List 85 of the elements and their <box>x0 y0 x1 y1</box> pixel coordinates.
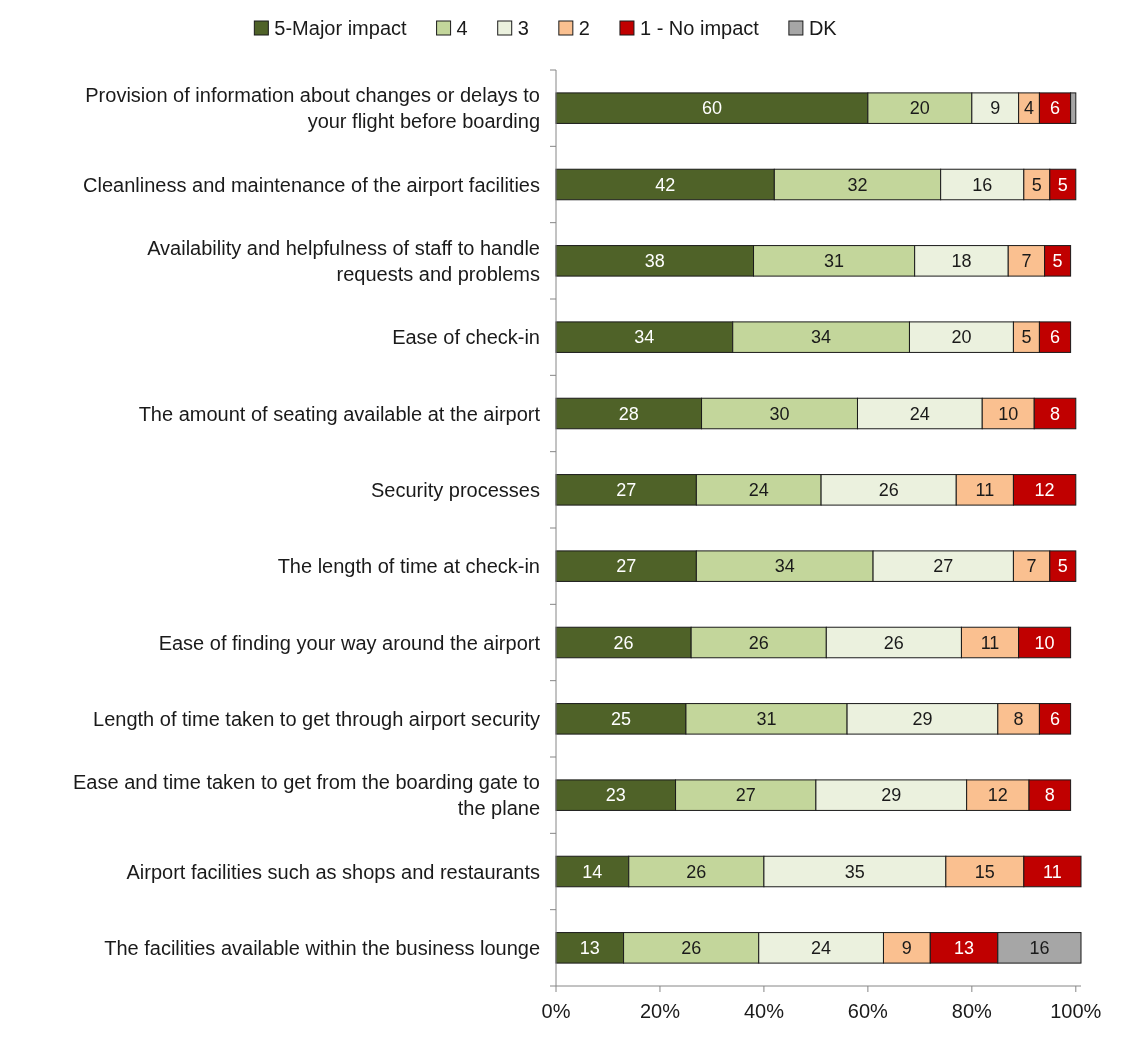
legend-label: DK <box>808 17 838 39</box>
data-label: 24 <box>909 403 930 424</box>
data-label: 27 <box>616 480 637 501</box>
y-tick-label: Security processes <box>371 478 540 501</box>
x-tick-label: 60% <box>847 1000 889 1022</box>
y-tick-label: The facilities available within the business lounge <box>104 936 540 959</box>
data-label: 8 <box>1013 709 1024 730</box>
data-label: 26 <box>613 632 634 653</box>
data-label: 9 <box>990 98 1001 119</box>
data-label: 5 <box>1021 327 1032 348</box>
data-label: 13 <box>579 938 600 959</box>
legend-label: 4 <box>456 17 468 39</box>
y-tick-label: Airport facilities such as shops and restaurants <box>126 860 540 883</box>
y-tick-label: The amount of seating available at the airport <box>138 402 541 425</box>
data-label: 29 <box>881 785 902 806</box>
data-label: 27 <box>933 556 954 577</box>
data-label: 5 <box>1057 556 1068 577</box>
x-tick-label: 40% <box>743 1000 785 1022</box>
data-label: 31 <box>824 251 845 272</box>
data-label: 38 <box>644 251 665 272</box>
data-label: 24 <box>748 480 769 501</box>
data-label: 28 <box>618 403 639 424</box>
data-label: 9 <box>901 938 912 959</box>
data-label: 12 <box>987 785 1008 806</box>
y-tick-label: The length of time at check-in <box>277 555 540 578</box>
x-tick-label: 0% <box>541 1000 571 1022</box>
data-label: 20 <box>909 98 930 119</box>
legend-label: 3 <box>517 17 529 39</box>
data-label: 15 <box>974 861 995 882</box>
data-label: 11 <box>980 632 1000 653</box>
data-label: 29 <box>912 709 933 730</box>
data-label: 16 <box>972 174 993 195</box>
x-tick-label: 80% <box>951 1000 993 1022</box>
data-label: 6 <box>1050 709 1061 730</box>
data-label: 27 <box>616 556 637 577</box>
data-label: 10 <box>998 403 1019 424</box>
data-label: 16 <box>1029 938 1050 959</box>
data-label: 34 <box>634 327 655 348</box>
data-label: 6 <box>1050 98 1061 119</box>
data-label: 7 <box>1026 556 1037 577</box>
y-tick-label: Length of time taken to get through airport security <box>93 707 540 730</box>
data-label: 5 <box>1057 174 1068 195</box>
data-label: 24 <box>811 938 832 959</box>
data-label: 5 <box>1052 251 1063 272</box>
data-label: 6 <box>1050 327 1061 348</box>
data-label: 60 <box>701 98 722 119</box>
data-label: 30 <box>769 403 790 424</box>
y-tick-label: Ease and time taken to get from the boarding gate to the plane <box>73 771 540 820</box>
y-tick-label: Ease of check-in <box>392 326 540 349</box>
y-tick-label: Availability and helpfulness of staff to handle requests and problems <box>147 236 540 285</box>
data-label: 26 <box>681 938 702 959</box>
data-label: 27 <box>735 785 756 806</box>
data-label: 35 <box>844 861 865 882</box>
data-label: 4 <box>1024 98 1035 119</box>
data-label: 13 <box>954 938 975 959</box>
data-label: 31 <box>756 709 777 730</box>
data-label: 8 <box>1050 403 1061 424</box>
legend-label: 1 - No impact <box>639 17 760 39</box>
x-tick-label: 100% <box>1050 1000 1102 1022</box>
data-label: 25 <box>610 709 631 730</box>
data-label: 18 <box>951 251 972 272</box>
data-label: 26 <box>748 632 769 653</box>
legend-label: 2 <box>578 17 590 39</box>
data-label: 8 <box>1044 785 1055 806</box>
data-label: 34 <box>774 556 795 577</box>
data-label: 5 <box>1031 174 1042 195</box>
data-label: 26 <box>883 632 904 653</box>
data-label: 11 <box>975 480 995 501</box>
data-label: 12 <box>1034 480 1055 501</box>
data-label: 14 <box>582 861 603 882</box>
data-label: 10 <box>1034 632 1055 653</box>
data-label: 20 <box>951 327 972 348</box>
data-label: 42 <box>655 174 676 195</box>
data-label: 32 <box>847 174 868 195</box>
data-label: 23 <box>605 785 626 806</box>
y-tick-label: Cleanliness and maintenance of the airport facilities <box>83 173 540 196</box>
data-label: 26 <box>878 480 899 501</box>
data-label: 11 <box>1043 861 1062 882</box>
legend-label: 5-Major impact <box>274 17 408 39</box>
data-label: 7 <box>1021 251 1032 272</box>
x-tick-label: 20% <box>639 1000 681 1022</box>
y-tick-label: Provision of information about changes or delays to your flight before boarding <box>85 84 540 133</box>
data-label: 26 <box>686 861 707 882</box>
data-label: 34 <box>811 327 832 348</box>
y-tick-label: Ease of finding your way around the airport <box>158 631 541 654</box>
